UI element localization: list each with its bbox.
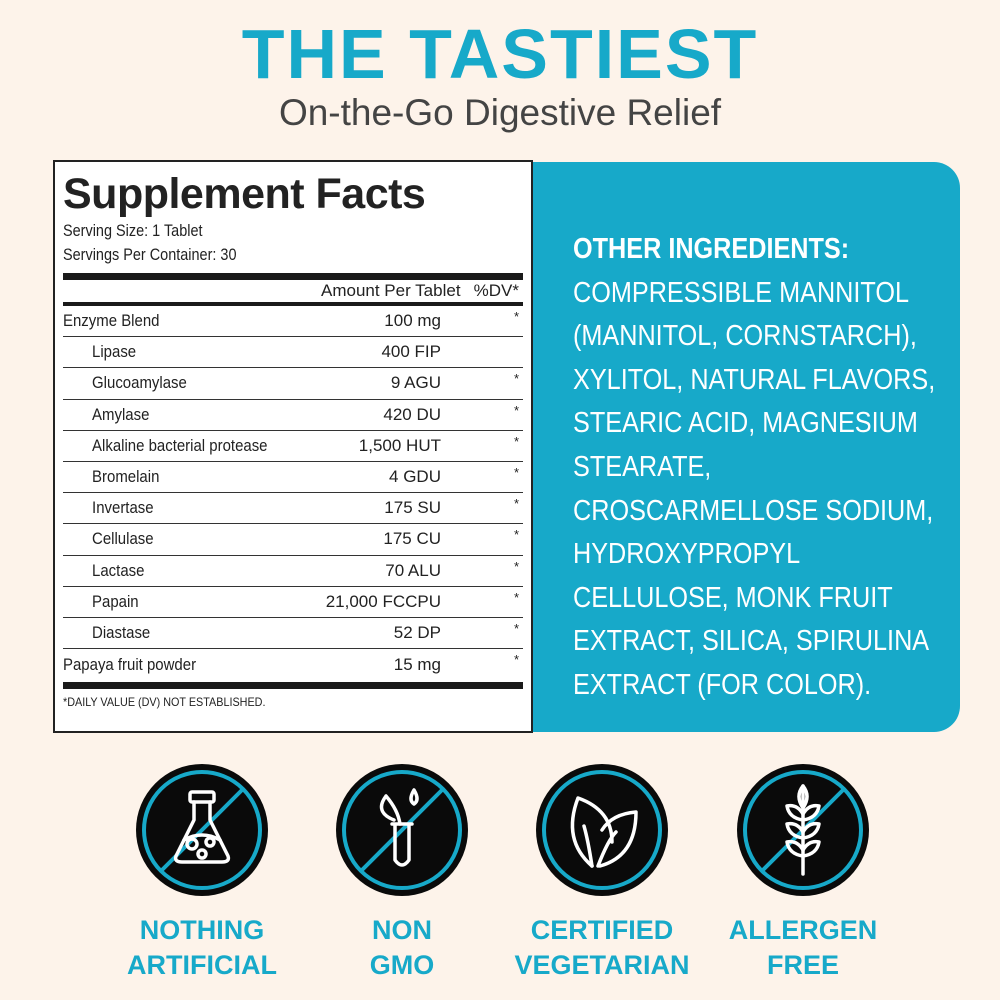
ingredient-amount: 15 mg — [393, 654, 441, 674]
table-row: Papain 21,000 FCCPU * — [63, 587, 523, 618]
table-row: Papaya fruit powder 15 mg * — [63, 649, 523, 680]
other-ingredients-text: COMPRESSIBLE MANNITOL (MANNITOL, CORNSTA… — [573, 276, 936, 701]
flask-icon — [136, 764, 268, 896]
table-row: Amylase 420 DU * — [63, 400, 523, 431]
ingredient-name: Alkaline bacterial protease — [92, 435, 268, 455]
footnote: *DAILY VALUE (DV) NOT ESTABLISHED. — [63, 695, 266, 710]
ingredient-name: Lipase — [92, 342, 137, 362]
badge-label-line2: FREE — [766, 950, 839, 980]
serving-size: Serving Size: 1 Tablet — [63, 221, 203, 240]
ingredient-name: Papain — [92, 591, 139, 611]
badge-nothing-artificial: NOTHING ARTIFICIAL — [102, 762, 302, 983]
ingredient-dv: * — [513, 589, 519, 605]
badge-label-line1: CERTIFIED — [530, 915, 674, 945]
leaf-icon — [536, 764, 668, 896]
badge-certified-vegetarian: CERTIFIED VEGETARIAN — [502, 762, 702, 983]
table-row: Alkaline bacterial protease 1,500 HUT * — [63, 431, 523, 462]
ingredient-dv: * — [513, 496, 519, 512]
ingredient-dv: * — [513, 558, 519, 574]
ingredient-dv: * — [513, 309, 519, 324]
table-row: Diastase 52 DP * — [63, 618, 523, 650]
wheat-icon — [737, 764, 869, 896]
badge-label-line1: NOTHING — [139, 915, 265, 945]
ingredient-name: Lactase — [92, 560, 145, 580]
ingredient-amount: 400 FIP — [381, 342, 441, 362]
ingredient-amount: 21,000 FCCPU — [325, 591, 441, 611]
ingredient-dv — [441, 337, 523, 340]
ingredient-name: Invertase — [92, 498, 154, 518]
headline: THE TASTIEST — [241, 15, 759, 93]
ingredient-dv: * — [513, 433, 519, 449]
ingredient-name: Diastase — [92, 622, 151, 642]
ingredient-amount: 1,500 HUT — [358, 435, 441, 455]
ingredient-amount: 70 ALU — [385, 560, 441, 580]
badge-label-line2: GMO — [369, 950, 435, 980]
badge-label-line1: NON — [372, 915, 432, 945]
test-tube-plant-icon — [336, 764, 468, 896]
ingredient-dv: * — [513, 402, 519, 418]
ingredient-name: Amylase — [92, 404, 150, 424]
badge-label-line2: ARTIFICIAL — [127, 950, 277, 980]
other-ingredients-heading: OTHER INGREDIENTS: — [573, 233, 850, 265]
ingredient-name: Enzyme Blend — [63, 311, 160, 331]
ingredient-name: Cellulase — [92, 529, 154, 549]
ingredient-name: Glucoamylase — [92, 373, 187, 393]
badge-allergen-free: ALLERGEN FREE — [703, 762, 903, 983]
table-row: Cellulase 175 CU * — [63, 524, 523, 556]
supplement-facts-panel: Supplement Facts Serving Size: 1 Tablet … — [53, 160, 533, 733]
facts-title: Supplement Facts — [63, 170, 426, 218]
subheadline: On-the-Go Digestive Relief — [278, 92, 722, 133]
ingredient-dv: * — [513, 652, 519, 668]
divider — [63, 682, 523, 690]
ingredient-amount: 100 mg — [384, 311, 441, 331]
amount-header: Amount Per Tablet — [321, 281, 461, 300]
servings-per-container: Servings Per Container: 30 — [63, 245, 237, 264]
ingredient-amount: 52 DP — [393, 622, 441, 642]
table-row: Bromelain 4 GDU * — [63, 462, 523, 494]
ingredient-amount: 9 AGU — [390, 373, 441, 393]
table-row: Invertase 175 SU * — [63, 493, 523, 525]
divider — [63, 273, 523, 280]
ingredient-name: Bromelain — [92, 467, 160, 487]
badge-label-line2: VEGETARIAN — [514, 950, 690, 980]
table-row: Enzyme Blend 100 mg * — [63, 306, 523, 338]
ingredient-dv: * — [513, 371, 519, 387]
dv-header: %DV* — [473, 281, 519, 300]
ingredient-amount: 4 GDU — [389, 467, 441, 487]
other-ingredients-panel: OTHER INGREDIENTS: COMPRESSIBLE MANNITOL… — [533, 162, 960, 732]
ingredient-dv: * — [513, 464, 519, 480]
ingredient-amount: 175 SU — [384, 498, 441, 518]
table-row: Lactase 70 ALU * — [63, 556, 523, 587]
ingredient-amount: 175 CU — [383, 529, 441, 549]
table-row: Glucoamylase 9 AGU * — [63, 368, 523, 400]
badge-label-line1: ALLERGEN — [728, 915, 878, 945]
badge-non-gmo: NON GMO — [302, 762, 502, 983]
ingredient-dv: * — [513, 620, 519, 636]
ingredient-amount: 420 DU — [383, 404, 441, 424]
ingredient-name: Papaya fruit powder — [63, 654, 197, 674]
table-row: Lipase 400 FIP — [63, 337, 523, 369]
ingredient-dv: * — [513, 527, 519, 543]
table-header: Amount Per Tablet %DV* — [63, 280, 523, 306]
